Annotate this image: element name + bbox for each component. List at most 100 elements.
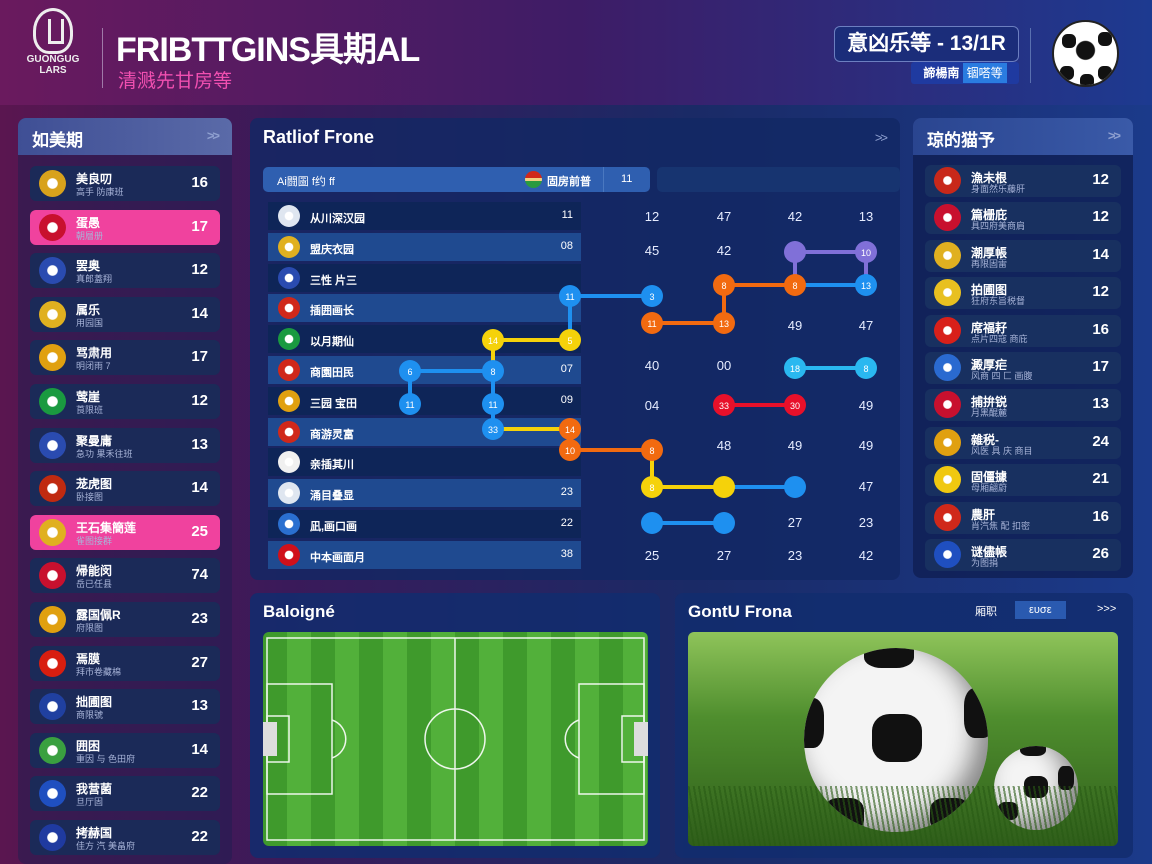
team-name: 美良叨 bbox=[76, 172, 113, 186]
match-sub-b: 锢嗒等 bbox=[962, 63, 1007, 83]
next-icon[interactable]: >>> bbox=[1097, 603, 1117, 615]
team-sub: 为图捐 bbox=[971, 558, 999, 568]
match-label-button[interactable]: 意凶乐等 - 13/1R bbox=[834, 26, 1019, 62]
team-flag-icon bbox=[934, 503, 961, 531]
team-list-item[interactable]: 露国佩R 府限图 23 bbox=[30, 602, 220, 637]
bracket-team-row[interactable]: 以月期仙 bbox=[268, 325, 581, 354]
team-sub: 佳方 汽 美畠府 bbox=[76, 841, 136, 851]
team-list-item[interactable]: 囲困 重因 与 色田府 14 bbox=[30, 732, 220, 768]
team-list-item[interactable]: 漁未根 身面然乐藤肝 12 bbox=[925, 165, 1121, 197]
bracket-team-row[interactable]: 亲插其川 bbox=[268, 448, 581, 477]
team-list-item[interactable]: 谜儘帳 为图捐 26 bbox=[925, 539, 1121, 571]
team-sub: 旦厅固 bbox=[76, 797, 104, 808]
logo-text: GUONGUG bbox=[26, 54, 80, 65]
team-name: 聚曼庸 bbox=[76, 433, 113, 448]
team-list-item[interactable]: 席福耔 点片四寇 商庇 16 bbox=[925, 314, 1121, 347]
team-flag-icon bbox=[934, 167, 961, 194]
photo-title: GontU Frona bbox=[688, 602, 792, 621]
team-name: 篇栅庇 bbox=[971, 208, 1008, 223]
divider bbox=[1030, 28, 1031, 83]
team-list-item[interactable]: 拙圃图 商限號 13 bbox=[30, 689, 220, 725]
bracket-team-row[interactable]: 涌目叠显 23 bbox=[268, 479, 581, 508]
team-list-item[interactable]: 王石集簡莲 雀图接群 25 bbox=[30, 514, 220, 550]
team-sub: 身面然乐藤肝 bbox=[971, 184, 1026, 194]
team-list-item[interactable]: 篇栅庇 具四府美商肩 12 bbox=[925, 202, 1121, 235]
team-flag-icon bbox=[934, 428, 961, 456]
team-score: 11 bbox=[561, 209, 573, 221]
team-crest-icon bbox=[278, 513, 300, 535]
bracket-team-row[interactable]: 盟庆衣园 08 bbox=[268, 232, 581, 261]
left-panel-header: 如美期 >> bbox=[18, 118, 232, 155]
team-list-item[interactable]: 潮厚帳 再限固雷 14 bbox=[925, 239, 1121, 272]
team-name: 莺崖 bbox=[76, 390, 101, 404]
team-crest-icon bbox=[278, 205, 300, 227]
team-list-item[interactable]: 焉膜 拜市卷藏棉 27 bbox=[30, 645, 220, 681]
team-sub: 雀图接群 bbox=[76, 535, 113, 546]
team-sub: 商限號 bbox=[76, 710, 104, 721]
team-sub: 具四府美商肩 bbox=[971, 221, 1026, 232]
team-crest-icon bbox=[39, 300, 66, 328]
team-crest-icon bbox=[39, 170, 66, 197]
team-list-item[interactable]: 澱厚疟 风商 四 匚 画腹 17 bbox=[925, 352, 1121, 384]
bracket-team-row[interactable]: 三性 片三 bbox=[268, 263, 581, 292]
team-list-item[interactable]: 蛋愚 朝層册 17 bbox=[30, 209, 220, 245]
team-crest-icon bbox=[278, 482, 300, 505]
team-list-item[interactable]: 聚曼庸 急功 果禾往班 13 bbox=[30, 427, 220, 463]
team-value: 16 bbox=[1092, 507, 1109, 525]
team-flag-icon bbox=[934, 466, 961, 494]
match-sub-tab[interactable]: 諦楊南 锢嗒等 bbox=[911, 62, 1019, 84]
team-name: 从川深汉园 bbox=[310, 213, 365, 225]
team-list-item[interactable]: 農肝 肖汽焦 配 扣密 16 bbox=[925, 501, 1121, 534]
team-value: 22 bbox=[191, 784, 208, 802]
team-name: 帰能闵 bbox=[76, 564, 113, 579]
bracket-team-row[interactable]: 从川深汉园 11 bbox=[268, 202, 581, 230]
team-list-item[interactable]: 固僵據 母厢翩蔚 21 bbox=[925, 464, 1121, 497]
bracket-team-row[interactable]: 插囲画长 bbox=[268, 294, 581, 323]
team-sub: 拜市卷藏棉 bbox=[76, 666, 122, 677]
team-sub: 点片四寇 商庇 bbox=[971, 333, 1028, 344]
team-list-item[interactable]: 雜税- 风医 具 庆 商目 24 bbox=[925, 426, 1121, 459]
bracket-filter-bar[interactable]: Ai闘圖 f约 ff 固房前普 11 bbox=[263, 167, 650, 192]
team-sub: 肖汽焦 配 扣密 bbox=[971, 520, 1031, 531]
team-list-item[interactable]: 莺崖 莨限班 12 bbox=[30, 384, 220, 419]
bracket-team-row[interactable]: 商游灵富 bbox=[268, 417, 581, 446]
team-name: 商游灵富 bbox=[310, 428, 354, 441]
chevron-right-icon[interactable]: >> bbox=[1107, 128, 1121, 143]
team-crest-icon bbox=[39, 824, 66, 851]
brand-logo[interactable]: GUONGUG LARS bbox=[18, 8, 88, 98]
photo-panel: GontU Frona 厢职 ευσε >>> bbox=[675, 593, 1133, 858]
team-list-item[interactable]: 美良叨 高手 防康班 16 bbox=[30, 166, 220, 201]
team-sub: 高手 防康班 bbox=[76, 187, 124, 197]
chevron-right-icon[interactable]: >> bbox=[874, 130, 888, 145]
photo-control-label[interactable]: 厢职 bbox=[975, 606, 997, 618]
bracket-team-row[interactable]: 凪,画口画 22 bbox=[268, 510, 581, 538]
bracket-team-row[interactable]: 中本画面月 38 bbox=[268, 540, 581, 569]
team-sub: 重因 与 色田府 bbox=[76, 753, 136, 764]
team-list-item[interactable]: 拷赫国 佳方 汽 美畠府 22 bbox=[30, 820, 220, 855]
team-list-item[interactable]: 帰能闵 岳已任县 74 bbox=[30, 558, 220, 594]
bracket-filter-bar-secondary[interactable] bbox=[657, 167, 900, 192]
soccer-pitch[interactable] bbox=[263, 632, 648, 846]
team-name: 三性 片三 bbox=[310, 274, 358, 287]
team-score: 22 bbox=[560, 517, 573, 529]
team-list-item[interactable]: 罢奥 真郎蓋翔 12 bbox=[30, 253, 220, 289]
team-sub: 莨限班 bbox=[76, 405, 104, 415]
bracket-team-row[interactable]: 商園田民 07 bbox=[268, 356, 581, 384]
team-list-item[interactable]: 骂肃用 明闭雨 7 17 bbox=[30, 340, 220, 376]
bracket-team-row[interactable]: 三园 宝田 09 bbox=[268, 386, 581, 415]
team-value: 17 bbox=[1092, 358, 1109, 375]
team-list-item[interactable]: 拍圃图 狂府东旨税督 12 bbox=[925, 277, 1121, 310]
soccer-ball-icon[interactable] bbox=[1052, 20, 1119, 87]
team-sub: 卧接图 bbox=[76, 492, 104, 503]
team-list-item[interactable]: 捕拚锐 月黑醌麓 13 bbox=[925, 389, 1121, 422]
team-list-item[interactable]: 属乐 用园国 14 bbox=[30, 296, 220, 332]
team-crest-icon bbox=[39, 388, 66, 415]
photo-control-tab[interactable]: ευσε bbox=[1015, 601, 1066, 619]
right-panel-title: 琼的猫予 bbox=[927, 131, 995, 150]
team-crest-icon bbox=[278, 451, 300, 474]
team-list-item[interactable]: 茏虎图 卧接图 14 bbox=[30, 471, 220, 507]
team-value: 74 bbox=[191, 566, 208, 584]
team-value: 12 bbox=[1092, 208, 1109, 226]
chevron-right-icon[interactable]: >> bbox=[206, 128, 220, 143]
team-list-item[interactable]: 我营菌 旦厅固 22 bbox=[30, 776, 220, 812]
